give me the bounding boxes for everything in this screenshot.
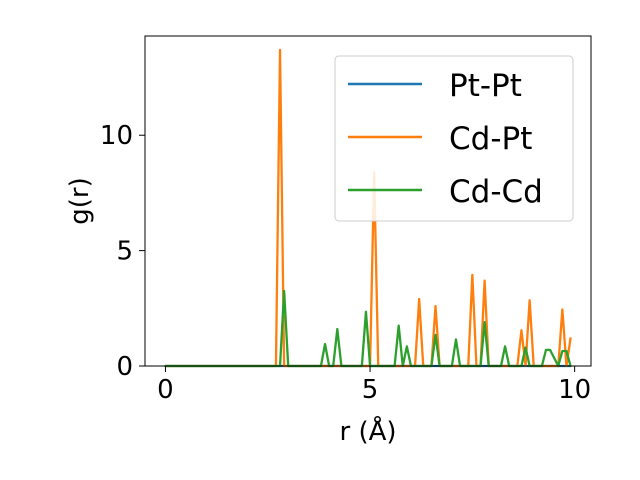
x-tick-label: 10 [558, 375, 591, 405]
y-axis-ticks: 0 5 10 [100, 121, 145, 382]
x-tick-label: 5 [362, 375, 379, 405]
legend-label-pt-pt: Pt-Pt [449, 68, 522, 104]
y-axis-label: g(r) [65, 177, 95, 224]
legend: Pt-Pt Cd-Pt Cd-Cd [334, 55, 574, 222]
legend-frame [334, 55, 574, 222]
axes-frame [144, 35, 592, 367]
y-tick-label: 0 [116, 352, 133, 382]
x-axis-label: r (Å) [339, 415, 396, 447]
legend-label-cd-cd: Cd-Cd [449, 174, 543, 210]
y-tick-label: 5 [116, 237, 133, 267]
legend-entries: Pt-Pt Cd-Pt Cd-Cd [348, 68, 543, 210]
x-axis-ticks: 0 5 10 [157, 366, 591, 405]
legend-label-cd-pt: Cd-Pt [449, 121, 532, 157]
y-tick-label: 10 [100, 121, 133, 151]
x-tick-label: 0 [157, 375, 174, 405]
